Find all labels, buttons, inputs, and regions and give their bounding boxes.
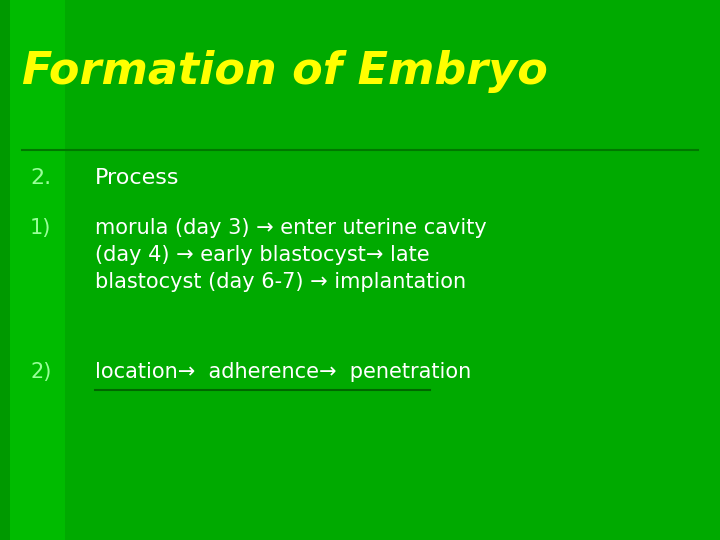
Bar <box>10 0 65 540</box>
Text: morula (day 3) → enter uterine cavity
(day 4) → early blastocyst→ late
blastocys: morula (day 3) → enter uterine cavity (d… <box>95 218 487 292</box>
Text: 1): 1) <box>30 218 51 238</box>
Text: location→  adherence→  penetration: location→ adherence→ penetration <box>95 362 472 382</box>
Bar <box>0 0 10 540</box>
Text: 2): 2) <box>30 362 51 382</box>
Text: 2.: 2. <box>30 168 51 188</box>
Text: Formation of Embryo: Formation of Embryo <box>22 50 548 93</box>
Text: Process: Process <box>95 168 179 188</box>
